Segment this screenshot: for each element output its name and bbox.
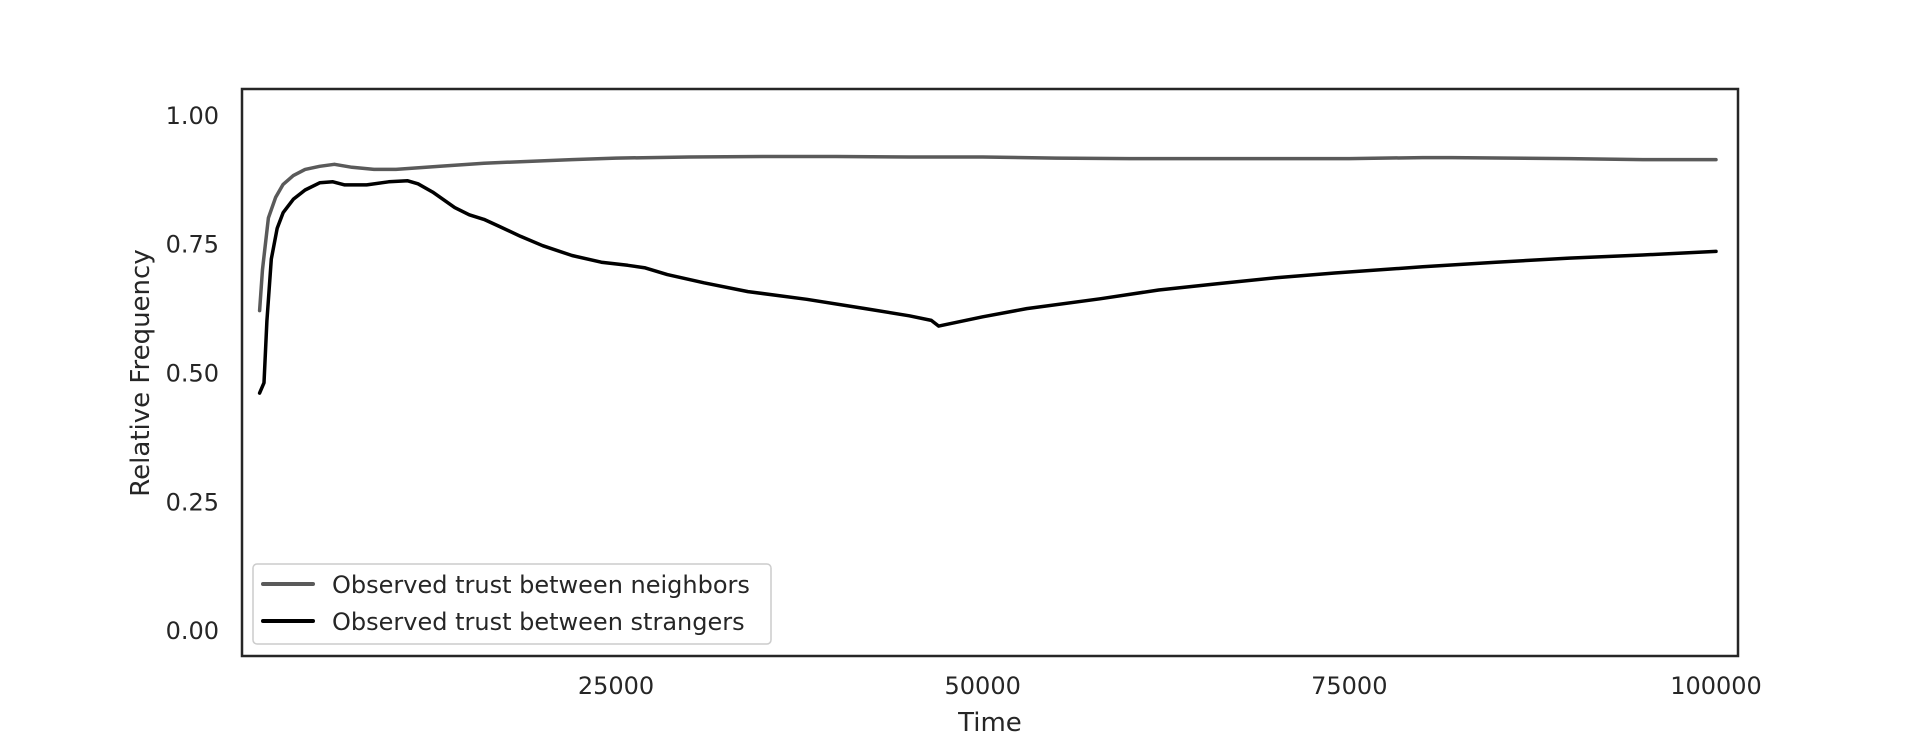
x-tick-label: 25000	[578, 672, 654, 700]
y-tick-label: 0.75	[166, 231, 219, 259]
x-axis-label: Time	[957, 708, 1022, 734]
x-tick-labels: 25000 50000 75000 100000	[578, 672, 1762, 700]
legend-label-strangers: Observed trust between strangers	[332, 608, 745, 636]
y-tick-label: 1.00	[166, 102, 219, 130]
y-tick-label: 0.50	[166, 360, 219, 388]
legend: Observed trust between neighbors Observe…	[252, 563, 772, 645]
x-tick-label: 75000	[1311, 672, 1387, 700]
y-tick-label: 0.00	[166, 617, 219, 645]
y-tick-labels: 0.00 0.25 0.50 0.75 1.00	[166, 102, 219, 645]
y-tick-label: 0.25	[166, 488, 219, 516]
plot-frame	[240, 87, 1740, 658]
series-layer	[257, 154, 1718, 395]
legend-box	[252, 563, 772, 645]
x-tick-label: 100000	[1670, 672, 1762, 700]
series-line-neighbors	[257, 154, 1718, 313]
y-axis-label: Relative Frequency	[126, 249, 156, 496]
series-line-strangers	[257, 179, 1718, 395]
legend-label-neighbors: Observed trust between neighbors	[332, 571, 750, 599]
x-tick-label: 50000	[945, 672, 1021, 700]
